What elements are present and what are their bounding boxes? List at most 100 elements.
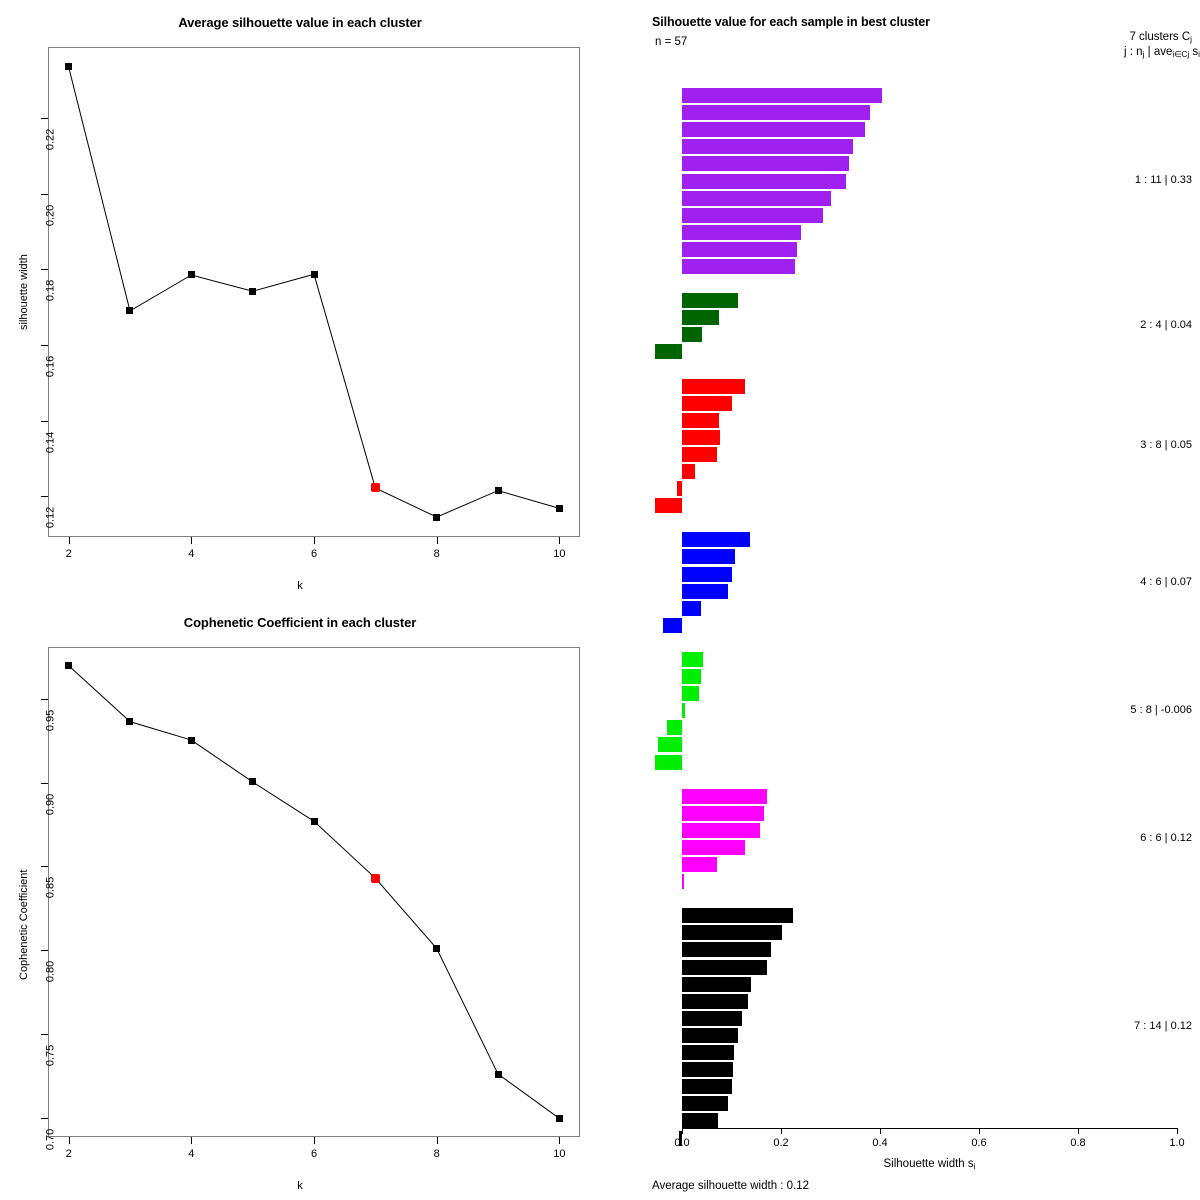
silhouette-bar bbox=[682, 327, 702, 343]
data-point-marker bbox=[126, 718, 134, 726]
sample-count-label: n = 57 bbox=[655, 36, 688, 48]
data-point-marker bbox=[65, 63, 73, 71]
line-series-average-silhouette bbox=[68, 66, 560, 518]
data-point-marker bbox=[494, 487, 502, 495]
silhouette-bar bbox=[682, 1010, 743, 1026]
page-title-cophenetic: Cophenetic Coefficient in each cluster bbox=[183, 615, 417, 630]
silhouette-bar bbox=[682, 566, 732, 582]
silhouette-bar bbox=[682, 464, 696, 479]
y-axis-label-cophenetic: Cophenetic Coefficient bbox=[18, 869, 30, 980]
silhouette-bar bbox=[682, 669, 701, 684]
silhouette-bar bbox=[682, 942, 772, 958]
selected-k-marker bbox=[370, 873, 380, 883]
y-tick-mark bbox=[41, 1033, 48, 1035]
silhouette-bar bbox=[682, 874, 685, 890]
silhouette-x-tick bbox=[880, 1128, 881, 1134]
silhouette-bar bbox=[682, 703, 685, 719]
data-point-marker bbox=[555, 504, 563, 512]
x-axis-label-cophenetic: k bbox=[297, 1180, 303, 1192]
y-tick-label: 0.12 bbox=[44, 506, 57, 529]
data-point-marker bbox=[126, 307, 134, 315]
y-tick-label: 0.14 bbox=[44, 431, 57, 453]
silhouette-x-tick-label: 0.6 bbox=[971, 1137, 987, 1149]
silhouette-bar bbox=[677, 481, 682, 497]
silhouette-bar bbox=[658, 737, 682, 753]
data-point-marker bbox=[249, 287, 257, 295]
cluster-summary-label: 4 : 6 | 0.07 bbox=[1140, 575, 1192, 588]
data-point-marker bbox=[433, 945, 441, 952]
silhouette-bar bbox=[682, 1062, 734, 1078]
silhouette-bar bbox=[682, 241, 797, 257]
silhouette-bar bbox=[682, 88, 882, 103]
silhouette-bar bbox=[682, 429, 721, 445]
cluster-summary-label: 5 : 8 | -0.006 bbox=[1130, 703, 1192, 716]
silhouette-bar bbox=[682, 1113, 718, 1129]
x-tick-label: 6 bbox=[310, 1148, 318, 1160]
y-tick-mark bbox=[41, 866, 48, 868]
silhouette-bar bbox=[682, 190, 831, 206]
silhouette-bar bbox=[682, 207, 824, 223]
silhouette-bar bbox=[682, 959, 768, 975]
silhouette-x-tick bbox=[781, 1128, 782, 1134]
silhouette-bar bbox=[682, 378, 746, 394]
silhouette-x-tick-label: 0.8 bbox=[1070, 1137, 1086, 1149]
y-tick-label: 0.20 bbox=[44, 204, 57, 226]
data-point-marker bbox=[310, 270, 318, 278]
x-tick-mark bbox=[436, 1137, 438, 1144]
silhouette-bar bbox=[682, 156, 850, 172]
cluster-summary-label: 1 : 11 | 0.33 bbox=[1134, 174, 1192, 186]
x-axis-label: k bbox=[297, 580, 303, 592]
silhouette-title: Silhouette value for each sample in best… bbox=[652, 15, 930, 29]
y-tick-label: 0.85 bbox=[44, 877, 57, 899]
silhouette-bar bbox=[679, 1130, 682, 1146]
silhouette-bar bbox=[682, 139, 853, 155]
selected-k-marker bbox=[370, 483, 380, 493]
data-point-marker bbox=[310, 817, 318, 825]
silhouette-bar bbox=[682, 412, 720, 428]
x-tick-mark bbox=[314, 537, 315, 544]
legend-s: s bbox=[1189, 46, 1199, 58]
y-tick-mark bbox=[41, 193, 48, 195]
x-tick-label: 10 bbox=[553, 1148, 566, 1160]
silhouette-bar bbox=[682, 549, 736, 565]
x-tick-mark bbox=[68, 1137, 70, 1144]
silhouette-x-tick-label: 0.4 bbox=[872, 1137, 888, 1149]
x-tick-mark bbox=[68, 537, 70, 544]
x-tick-label: 2 bbox=[65, 1148, 72, 1160]
chart-average-silhouette: Average silhouette value in each cluster… bbox=[0, 0, 600, 600]
silhouette-x-tick bbox=[1078, 1128, 1079, 1134]
silhouette-bar bbox=[682, 1079, 732, 1095]
silhouette-bar bbox=[654, 344, 682, 360]
silhouette-x-axis-line bbox=[682, 1128, 1177, 1129]
x-tick-mark bbox=[191, 1137, 193, 1144]
x-tick-mark bbox=[191, 537, 193, 544]
y-tick-mark bbox=[41, 699, 48, 701]
average-silhouette-footer: Average silhouette width : 0.12 bbox=[652, 1180, 810, 1192]
y-tick-mark bbox=[41, 782, 48, 784]
silhouette-bar bbox=[682, 395, 732, 411]
legend-sub-icj: i∈Cj bbox=[1172, 50, 1190, 60]
silhouette-bars-area bbox=[600, 0, 1200, 1200]
cluster-legend-text: 7 clusters C bbox=[1129, 31, 1191, 43]
silhouette-bar bbox=[682, 259, 795, 274]
cluster-legend-line-1: 7 clusters Cj bbox=[1129, 31, 1192, 44]
cophenetic-polyline bbox=[68, 665, 560, 1119]
data-point-marker bbox=[433, 513, 441, 521]
silhouette-bar bbox=[682, 293, 739, 309]
silhouette-bar bbox=[682, 224, 801, 240]
silhouette-bar bbox=[682, 925, 783, 941]
y-tick-label: 0.22 bbox=[44, 128, 57, 151]
x-tick-label: 8 bbox=[433, 548, 440, 560]
y-tick-mark bbox=[41, 496, 48, 498]
cluster-summary-label: 6 : 6 | 0.12 bbox=[1140, 831, 1192, 844]
silhouette-bar bbox=[682, 822, 761, 838]
silhouette-bar bbox=[682, 1045, 734, 1060]
legend-ave: | ave bbox=[1144, 46, 1173, 58]
cluster-summary-label: 3 : 8 | 0.05 bbox=[1140, 438, 1192, 451]
y-tick-mark bbox=[41, 950, 48, 952]
cluster-summary-label: 7 : 14 | 0.12 bbox=[1134, 1019, 1192, 1032]
plot-area-average-silhouette bbox=[48, 47, 580, 537]
silhouette-bar bbox=[682, 173, 847, 189]
silhouette-bar bbox=[682, 446, 717, 462]
y-tick-label: 0.80 bbox=[44, 960, 57, 983]
